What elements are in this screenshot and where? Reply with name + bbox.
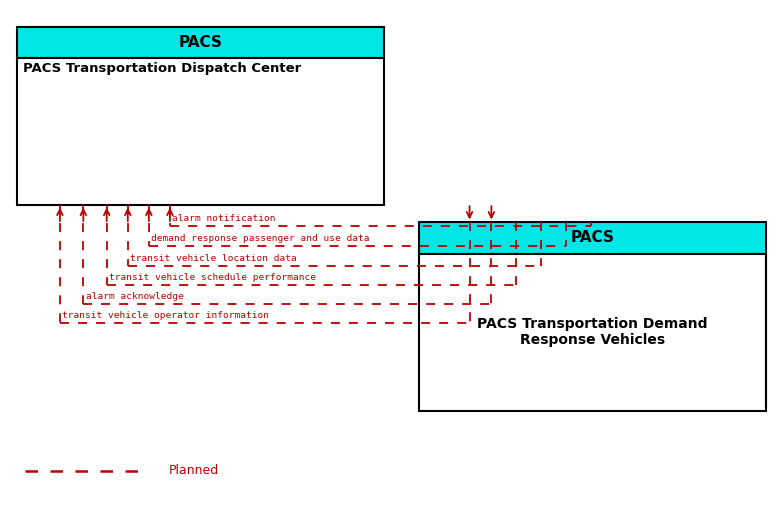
Text: PACS: PACS <box>179 34 222 49</box>
Bar <box>17 26 384 58</box>
Text: Planned: Planned <box>169 465 219 477</box>
Bar <box>419 222 766 254</box>
Text: PACS: PACS <box>571 230 615 245</box>
Text: demand response passenger and use data: demand response passenger and use data <box>151 234 370 243</box>
Bar <box>17 58 384 205</box>
Text: transit vehicle operator information: transit vehicle operator information <box>62 311 269 320</box>
Text: transit vehicle schedule performance: transit vehicle schedule performance <box>109 273 316 282</box>
Text: alarm acknowledge: alarm acknowledge <box>85 292 183 300</box>
Text: transit vehicle location data: transit vehicle location data <box>130 254 297 263</box>
Text: alarm notification: alarm notification <box>172 214 276 223</box>
Text: PACS Transportation Dispatch Center: PACS Transportation Dispatch Center <box>23 62 301 75</box>
Bar <box>419 254 766 411</box>
Text: PACS Transportation Demand
Response Vehicles: PACS Transportation Demand Response Vehi… <box>477 317 708 347</box>
